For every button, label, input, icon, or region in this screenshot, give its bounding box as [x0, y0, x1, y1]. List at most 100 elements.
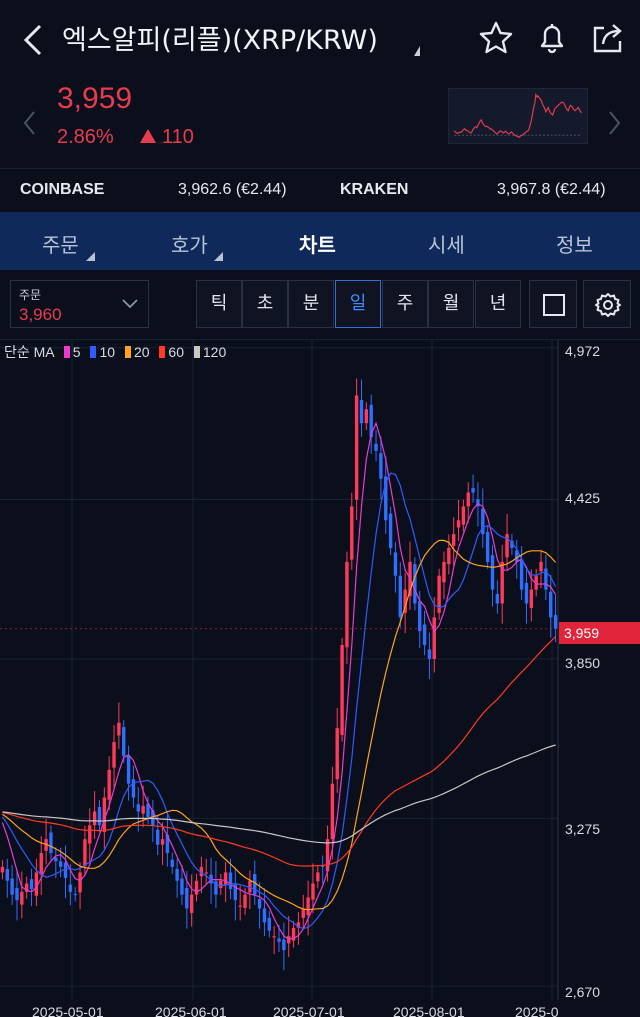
candle-body [88, 825, 92, 844]
candle-body [253, 874, 257, 895]
settings-gear-icon [595, 293, 621, 317]
candle-body [490, 555, 495, 590]
candle-body [97, 806, 102, 826]
candle-body [112, 742, 116, 768]
period-week[interactable]: 주 [382, 280, 428, 328]
order-dropdown[interactable]: 주문 3,960 [10, 280, 149, 328]
candle-body [214, 881, 218, 895]
candle-body [20, 891, 24, 905]
top-bar: 엑스알피(리플)(XRP/KRW) [0, 0, 640, 78]
candle-body [185, 887, 189, 909]
candle-body [325, 839, 330, 872]
ma-line-120 [2, 744, 556, 844]
candle-body [0, 866, 5, 873]
chevron-down-icon [122, 299, 138, 309]
period-month[interactable]: 월 [428, 280, 474, 328]
fullscreen-button[interactable] [529, 280, 577, 328]
candle-body [524, 582, 529, 604]
mini-price-chart[interactable] [448, 88, 588, 144]
ma-line-20 [2, 539, 557, 911]
ma20-swatch [124, 346, 131, 358]
star-icon[interactable] [478, 20, 514, 56]
ma-line-10 [1, 472, 557, 930]
candle-body [529, 589, 534, 608]
candle-body [515, 550, 519, 562]
candle-body [330, 783, 335, 840]
candle-body [287, 936, 291, 944]
period-tick[interactable]: 틱 [196, 280, 242, 328]
ma-legend: 단순 MA 5 10 20 60 120 [4, 342, 226, 362]
candle-body [320, 865, 325, 867]
candle-body [466, 492, 470, 507]
title-dropdown-icon[interactable] [414, 46, 420, 56]
tab-market-price[interactable]: 시세 [428, 233, 465, 257]
candle-body [359, 399, 364, 424]
candlestick-chart[interactable] [0, 340, 640, 1017]
page-title[interactable]: 엑스알피(리플)(XRP/KRW) [62, 25, 378, 56]
candle-body [311, 883, 315, 900]
order-label: 주문 [19, 288, 42, 302]
candle-body [107, 769, 111, 800]
candle-body [340, 645, 344, 735]
candle-body [413, 564, 417, 604]
candle-body [238, 905, 242, 907]
x-tick-label: 2025-05-01 [32, 1004, 104, 1017]
candle-body [427, 649, 432, 659]
exchange-name: KRAKEN [340, 181, 409, 198]
candle-body [485, 531, 490, 562]
candle-body [257, 899, 262, 909]
bell-icon[interactable] [534, 20, 570, 56]
candle-body [122, 727, 126, 756]
tab-info[interactable]: 정보 [556, 233, 593, 257]
candle-body [24, 883, 29, 892]
chart-settings-button[interactable] [583, 280, 631, 328]
tab-chart[interactable]: 차트 [299, 233, 336, 257]
exchange-prices-row: COINBASE 3,962.6 (€2.44) KRAKEN 3,967.8 … [0, 168, 640, 212]
candle-body [44, 839, 48, 851]
period-minute[interactable]: 분 [288, 280, 334, 328]
exchange-price: 3,962.6 (€2.44) [178, 181, 287, 198]
candle-body [117, 722, 121, 736]
ma-legend-title: 단순 MA [4, 344, 54, 360]
share-icon[interactable] [590, 20, 626, 56]
candle-body [5, 869, 9, 881]
ma-legend-5: 5 [72, 344, 81, 360]
period-day[interactable]: 일 [335, 280, 381, 328]
tab-order[interactable]: 주문 [42, 233, 79, 257]
candle-body [34, 872, 39, 896]
prev-coin-icon[interactable] [20, 108, 40, 138]
candle-body [510, 540, 514, 548]
candle-body [481, 508, 485, 535]
candle-body [204, 872, 208, 874]
y-tick-label: 2,670 [565, 984, 601, 1000]
candle-body [165, 834, 170, 854]
candle-body [379, 453, 383, 479]
y-tick-label: 4,972 [565, 343, 601, 359]
ma5-swatch [63, 346, 70, 358]
main-tabs: 주문 호가 차트 시세 정보 [0, 212, 640, 270]
candle-body [58, 861, 63, 867]
candle-body [199, 866, 204, 877]
period-year[interactable]: 년 [475, 280, 521, 328]
period-second[interactable]: 초 [242, 280, 288, 328]
next-coin-icon[interactable] [604, 108, 624, 138]
candle-body [291, 927, 296, 941]
price-chart[interactable]: 단순 MA 5 10 20 60 120 4,972 4,425 3,850 3… [0, 340, 640, 1017]
tab-orderbook[interactable]: 호가 [171, 233, 208, 257]
current-price: 3,959 [57, 82, 133, 115]
candle-body [374, 443, 378, 451]
candle-body [476, 499, 480, 507]
candle-body [345, 561, 349, 648]
candle-body [151, 810, 155, 826]
back-chevron-icon[interactable] [18, 20, 50, 60]
candle-body [262, 908, 267, 923]
x-tick-label: 2025-0 [515, 1004, 559, 1017]
candle-body [519, 559, 524, 590]
candle-body [131, 779, 136, 798]
chart-toolbar: 주문 3,960 틱 초 분 일 주 월 년 [0, 270, 640, 340]
ma10-swatch [90, 346, 97, 358]
exchange-name: COINBASE [20, 181, 105, 198]
candle-body [369, 404, 373, 438]
candle-body [136, 804, 140, 812]
candle-body [388, 513, 393, 548]
